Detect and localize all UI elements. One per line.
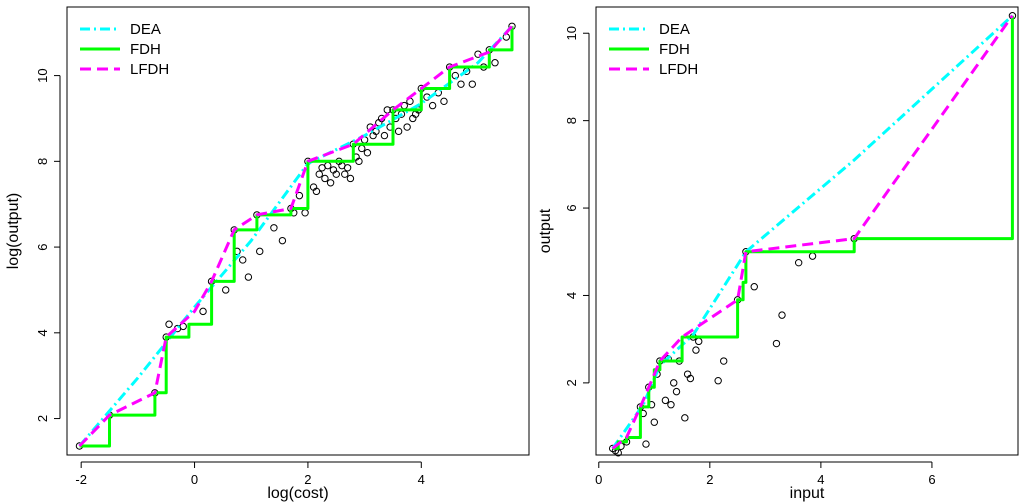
- series-line-lfdh: [611, 14, 1014, 450]
- data-point: [321, 174, 329, 183]
- data-point: [315, 170, 323, 178]
- data-point: [491, 59, 499, 67]
- data-point: [667, 401, 675, 409]
- data-point: [808, 252, 817, 260]
- data-point: [772, 339, 781, 348]
- data-point: [672, 387, 681, 396]
- x-tick-label: 4: [817, 472, 824, 487]
- y-tick-label: 10: [35, 68, 50, 82]
- x-axis-title: input: [790, 485, 825, 502]
- right-chart-panel: 0 2 4 6 2 4 6 8 10 input output DEA FDH LFDH: [537, 6, 1019, 502]
- x-tick-label: 2: [304, 472, 311, 487]
- x-axis-title: log(cost): [267, 485, 328, 502]
- data-point: [451, 71, 460, 80]
- data-point: [714, 376, 722, 385]
- data-point: [457, 80, 465, 88]
- data-point: [256, 247, 264, 256]
- series-line-lfdh: [78, 25, 514, 448]
- data-point: [301, 209, 309, 217]
- data-point: [440, 97, 448, 106]
- data-point: [343, 164, 352, 172]
- legend: DEA FDH LFDH: [80, 21, 169, 78]
- y-tick-label: 6: [35, 243, 50, 250]
- data-point: [363, 149, 372, 157]
- legend-label: LFDH: [659, 61, 698, 78]
- series-line-fdh: [612, 15, 1014, 450]
- x-tick-label: 2: [706, 472, 713, 487]
- y-tick-label: 4: [564, 292, 579, 299]
- x-tick-label: -2: [75, 472, 87, 487]
- x-tick-label: 6: [928, 472, 935, 487]
- legend-label: FDH: [130, 41, 161, 58]
- data-point: [650, 418, 659, 426]
- y-tick-label: 2: [35, 415, 50, 422]
- y-axis-title: log(output): [5, 193, 22, 270]
- data-point: [720, 357, 728, 365]
- left-chart-panel: -2 0 2 4 2 4 6 8 10 log(cost) log(output) DEA FDH LFD…: [5, 6, 530, 502]
- data-point: [222, 286, 230, 294]
- data-point: [358, 144, 366, 153]
- data-point: [778, 311, 786, 319]
- data-point: [278, 236, 287, 245]
- data-point: [165, 320, 173, 328]
- data-point: [295, 191, 304, 200]
- y-tick-label: 10: [564, 26, 579, 40]
- data-point: [380, 131, 389, 140]
- data-point: [199, 307, 207, 316]
- data-point: [270, 224, 278, 232]
- x-tick-label: 4: [418, 472, 425, 487]
- scatter-points: [608, 12, 1017, 457]
- y-tick-label: 8: [564, 117, 579, 124]
- data-point: [244, 273, 253, 281]
- data-point: [341, 170, 349, 178]
- y-tick-label: 2: [564, 379, 579, 386]
- legend-label: DEA: [659, 21, 690, 38]
- data-point: [468, 80, 477, 88]
- data-point: [326, 179, 335, 187]
- data-point: [324, 161, 332, 170]
- data-point: [642, 440, 650, 448]
- data-point: [312, 187, 321, 196]
- data-point: [239, 256, 247, 264]
- series-line-fdh: [79, 26, 514, 448]
- legend-label: FDH: [659, 41, 690, 58]
- y-tick-label: 6: [564, 204, 579, 211]
- data-point: [394, 127, 403, 136]
- data-point: [692, 346, 700, 354]
- x-tick-label: 0: [191, 472, 198, 487]
- y-axis-title: output: [537, 208, 554, 253]
- data-point: [403, 123, 411, 131]
- data-point: [695, 337, 703, 346]
- data-point: [750, 283, 758, 291]
- legend-label: DEA: [130, 21, 161, 38]
- data-point: [332, 170, 340, 178]
- plot-frame: [595, 6, 1019, 456]
- y-tick-label: 8: [35, 158, 50, 165]
- series-line-dea: [611, 14, 1014, 450]
- data-point: [355, 157, 363, 166]
- legend-label: LFDH: [130, 61, 169, 78]
- legend: DEA FDH LFDH: [609, 21, 698, 78]
- data-point: [686, 374, 695, 383]
- data-point: [661, 396, 670, 405]
- data-point: [428, 101, 437, 110]
- data-point: [794, 258, 803, 267]
- x-tick-label: 0: [595, 472, 602, 487]
- data-point: [670, 379, 678, 387]
- data-point: [681, 414, 689, 422]
- plot-frame: [66, 6, 530, 456]
- y-tick-label: 4: [35, 329, 50, 336]
- data-point: [346, 174, 355, 183]
